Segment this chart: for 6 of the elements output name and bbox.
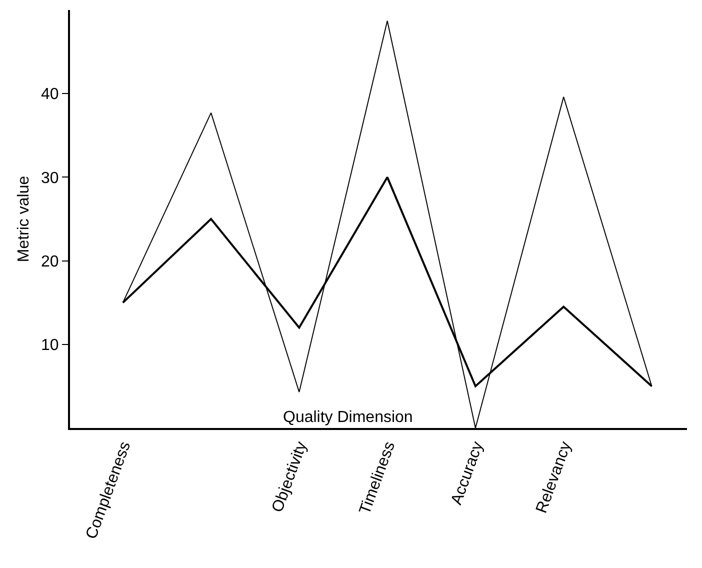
- y-axis-title: Metric value: [15, 176, 32, 262]
- x-axis-title: Quality Dimension: [283, 409, 413, 426]
- y-tick-label: 20: [41, 253, 59, 270]
- y-tick-label: 10: [41, 337, 59, 354]
- y-tick-label: 30: [41, 170, 59, 187]
- y-tick-label: 40: [41, 86, 59, 104]
